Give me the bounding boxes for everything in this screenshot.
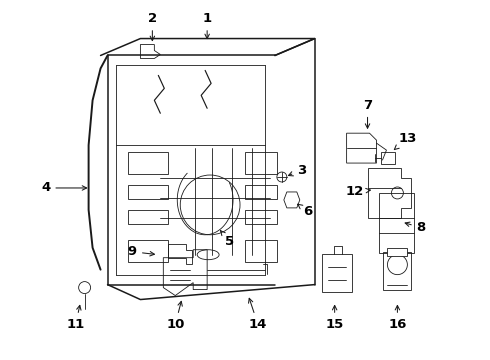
Text: 2: 2 xyxy=(148,12,157,41)
Text: 1: 1 xyxy=(202,12,212,39)
Bar xyxy=(245,240,277,262)
Text: 7: 7 xyxy=(363,99,372,128)
Text: 9: 9 xyxy=(128,245,154,258)
Bar xyxy=(128,240,168,262)
Bar xyxy=(245,210,277,224)
Text: 10: 10 xyxy=(166,301,184,331)
Bar xyxy=(245,152,277,174)
Text: 3: 3 xyxy=(289,163,306,176)
Text: 15: 15 xyxy=(325,306,344,331)
Bar xyxy=(128,185,168,199)
Text: 4: 4 xyxy=(41,181,87,194)
Text: 12: 12 xyxy=(345,185,370,198)
Text: 6: 6 xyxy=(298,204,313,219)
Bar xyxy=(128,152,168,174)
Text: 5: 5 xyxy=(220,231,235,248)
Text: 11: 11 xyxy=(67,305,85,331)
Text: 16: 16 xyxy=(388,306,407,331)
Bar xyxy=(388,248,407,256)
Text: 14: 14 xyxy=(248,298,267,331)
Text: 8: 8 xyxy=(405,221,426,234)
Bar xyxy=(128,210,168,224)
Bar xyxy=(384,252,412,289)
Text: 13: 13 xyxy=(394,132,416,150)
Bar xyxy=(245,185,277,199)
